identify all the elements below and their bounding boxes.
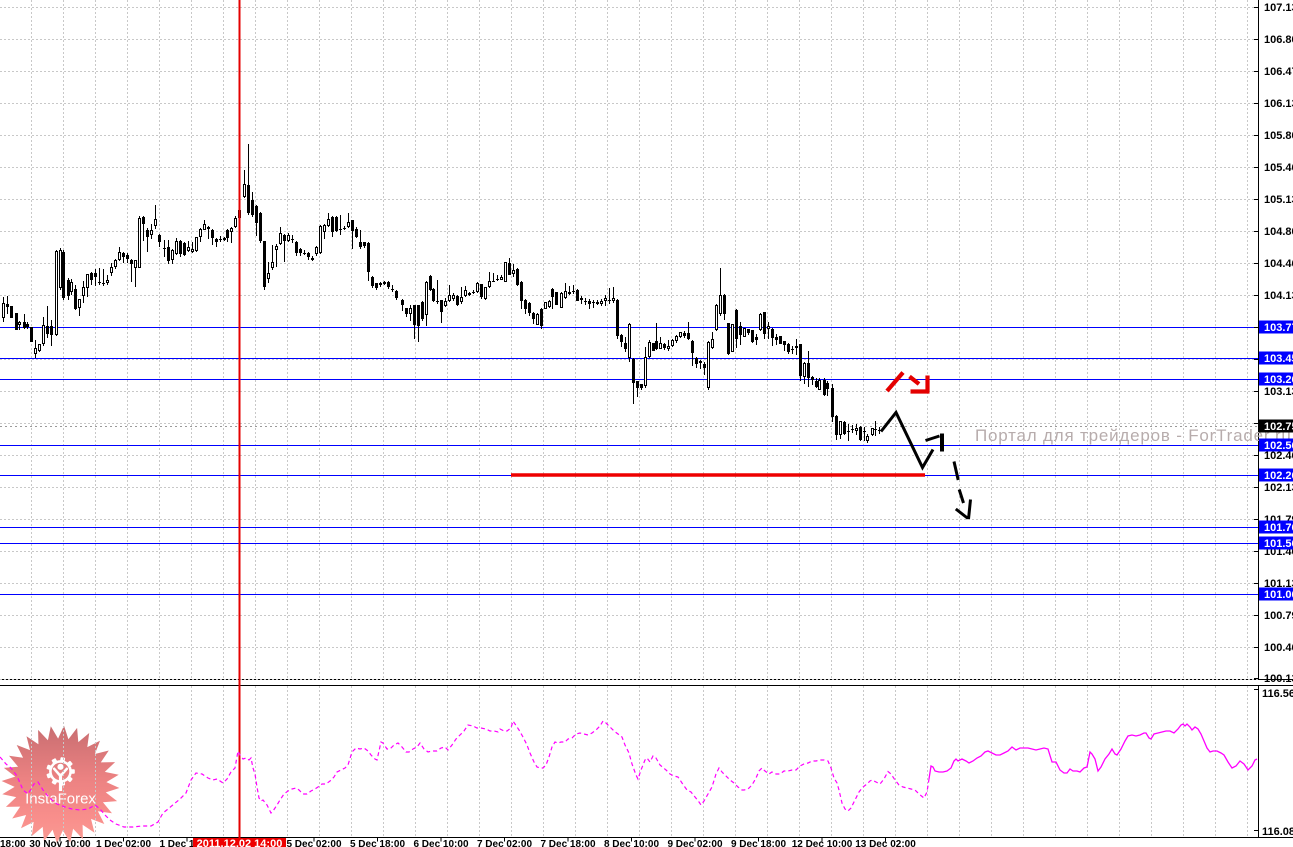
svg-text:104.803: 104.803 (1264, 226, 1293, 238)
svg-text:102.26: 102.26 (1264, 470, 1293, 482)
svg-text:103.77: 103.77 (1264, 322, 1293, 334)
svg-text:8 Dec 10:00: 8 Dec 10:00 (604, 839, 659, 847)
svg-text:101.76: 101.76 (1264, 522, 1293, 534)
svg-text:100.796: 100.796 (1264, 610, 1293, 622)
svg-text:7 Dec 18:00: 7 Dec 18:00 (540, 839, 595, 847)
svg-text:105.136: 105.136 (1264, 194, 1293, 206)
svg-text:116.56: 116.56 (1262, 688, 1293, 700)
svg-text:102.56: 102.56 (1264, 440, 1293, 452)
svg-text:103.45: 103.45 (1264, 353, 1293, 365)
svg-text:1 Dec 02:00: 1 Dec 02:00 (96, 839, 151, 847)
svg-text:101.06: 101.06 (1264, 589, 1293, 601)
svg-text:105.803: 105.803 (1264, 130, 1293, 142)
svg-text:116.088: 116.088 (1262, 826, 1293, 838)
svg-text:104.136: 104.136 (1264, 290, 1293, 302)
svg-text:6 Dec 10:00: 6 Dec 10:00 (413, 839, 468, 847)
svg-text:5 Dec 02:00: 5 Dec 02:00 (286, 839, 341, 847)
svg-text:107.136: 107.136 (1264, 2, 1293, 14)
svg-text:1 Dec 18:00: 1 Dec 18:00 (159, 839, 214, 847)
svg-text:12 Dec 10:00: 12 Dec 10:00 (792, 839, 853, 847)
svg-text:102.469: 102.469 (1264, 450, 1293, 462)
svg-text:106.136: 106.136 (1264, 98, 1293, 110)
svg-text:9 Dec 18:00: 9 Dec 18:00 (731, 839, 786, 847)
svg-text:102.753: 102.753 (1264, 421, 1293, 433)
svg-text:106.470: 106.470 (1264, 66, 1293, 78)
svg-text:100.469: 100.469 (1264, 642, 1293, 654)
svg-text:101.56: 101.56 (1264, 538, 1293, 550)
svg-text:103.26: 103.26 (1264, 374, 1293, 386)
svg-text:9 Dec 02:00: 9 Dec 02:00 (667, 839, 722, 847)
svg-text:13 Dec 02:00: 13 Dec 02:00 (855, 839, 916, 847)
svg-text:18:00: 18:00 (0, 839, 26, 847)
svg-text:7 Dec 02:00: 7 Dec 02:00 (477, 839, 532, 847)
svg-text:104.469: 104.469 (1264, 258, 1293, 270)
svg-text:106.803: 106.803 (1264, 34, 1293, 46)
svg-text:5 Dec 18:00: 5 Dec 18:00 (350, 839, 405, 847)
svg-text:InstaForex: InstaForex (25, 791, 96, 808)
svg-text:30 Nov 10:00: 30 Nov 10:00 (29, 839, 91, 847)
svg-text:101.136: 101.136 (1264, 578, 1293, 590)
svg-text:102.136: 102.136 (1264, 482, 1293, 494)
svg-text:Портал для трейдеров - ForTrad: Портал для трейдеров - ForTrader.ru (975, 426, 1292, 445)
svg-text:100.136: 100.136 (1264, 673, 1293, 685)
svg-text:103.136: 103.136 (1264, 386, 1293, 398)
svg-text:105.469: 105.469 (1264, 162, 1293, 174)
svg-text:2011.12.02 14:00: 2011.12.02 14:00 (197, 838, 283, 847)
